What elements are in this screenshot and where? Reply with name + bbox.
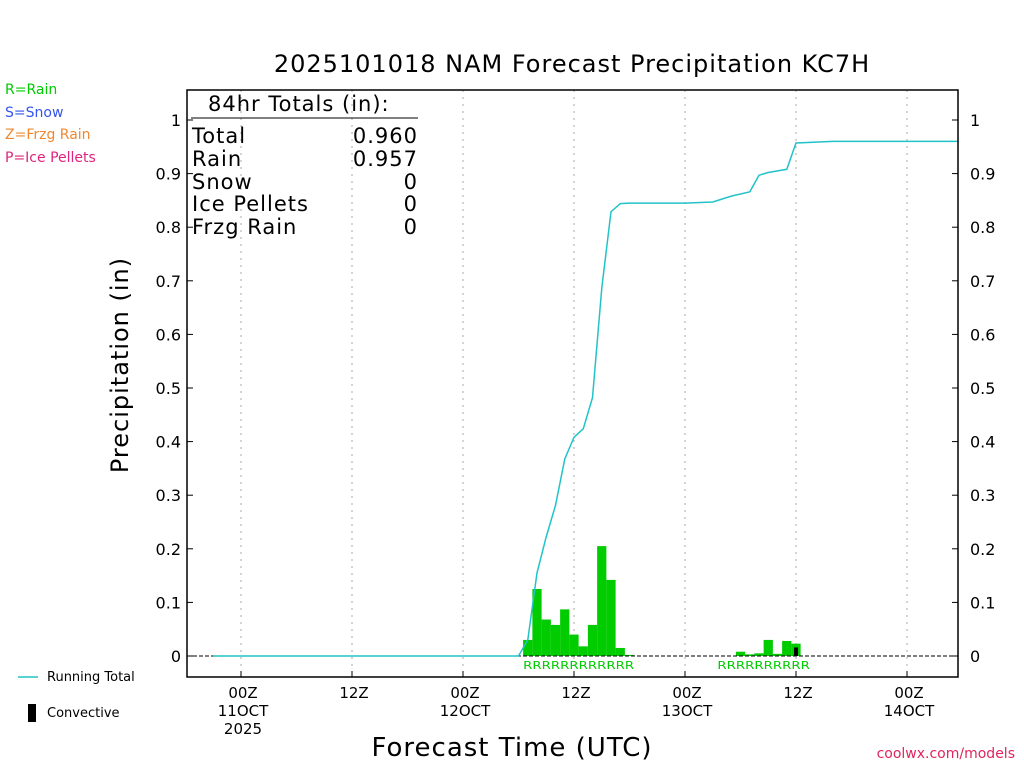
totals-value-total: 0.960 xyxy=(352,124,418,148)
convective-bars xyxy=(794,647,798,656)
y-tick-label-right: 0.2 xyxy=(970,540,995,559)
convective-swatch xyxy=(28,704,36,722)
y-tick-label-right: 0.8 xyxy=(970,218,995,237)
totals-label-snow: Snow xyxy=(192,170,253,194)
precip-type-markers: RRRRRRRRRRRR RRRRRRRRRR xyxy=(523,659,810,672)
rain-bar xyxy=(615,647,625,656)
y-tick-label-left: 0.7 xyxy=(156,272,181,291)
y-tick-label-right: 0.6 xyxy=(970,325,995,344)
x-tick-label: 12OCT xyxy=(440,702,491,720)
rain-bar xyxy=(560,609,570,656)
rain-bars xyxy=(523,546,801,656)
legend-running-total: Running Total xyxy=(47,670,135,685)
x-tick-label: 2025 xyxy=(224,720,262,738)
plot-frame xyxy=(186,89,959,678)
x-axis-label: Forecast Time (UTC) xyxy=(371,733,653,763)
y-tick-label-right: 0.5 xyxy=(970,379,995,398)
rain-bar xyxy=(763,639,773,656)
y-tick-label-right: 0.7 xyxy=(970,272,995,291)
y-tick-label-left: 0.6 xyxy=(156,325,181,344)
convective-bar xyxy=(794,647,798,656)
x-tick-label: 00Z xyxy=(450,684,479,702)
rain-bar xyxy=(597,546,607,656)
totals-value-ice-pellets: 0 xyxy=(403,192,418,216)
y-tick-label-left: 0.9 xyxy=(156,165,181,184)
y-tick-label-left: 0.8 xyxy=(156,218,181,237)
y-tick-label-right: 0.9 xyxy=(970,165,995,184)
x-tick-label: 12Z xyxy=(783,684,812,702)
rain-bar xyxy=(569,634,579,656)
rain-bar xyxy=(754,653,764,656)
x-tick-label: 12Z xyxy=(339,684,368,702)
rain-bar xyxy=(606,579,616,656)
rain-bar xyxy=(578,646,588,656)
y-tick-label-left: 0.5 xyxy=(156,379,181,398)
x-tick-label: 00Z xyxy=(228,684,257,702)
chart-title: 2025101018 NAM Forecast Precipitation KC… xyxy=(273,50,871,78)
rain-bar xyxy=(745,654,755,656)
x-tick-label: 12Z xyxy=(561,684,590,702)
rain-bar xyxy=(532,589,542,656)
y-tick-label-right: 0.4 xyxy=(970,433,995,452)
totals-value-snow: 0 xyxy=(403,170,418,194)
totals-value-rain: 0.957 xyxy=(352,147,418,171)
rain-bar xyxy=(735,651,746,656)
rain-bar xyxy=(772,653,783,656)
totals-value-frzg-rain: 0 xyxy=(403,215,418,239)
rain-bar xyxy=(624,654,635,656)
running-total-line xyxy=(213,140,958,657)
x-tick-label: 11OCT xyxy=(218,702,269,720)
rain-bar xyxy=(523,639,533,656)
legend-ice-pellets: P=Ice Pellets xyxy=(5,150,96,166)
y-tick-label-left: 0.4 xyxy=(156,433,181,452)
legend-convective: Convective xyxy=(47,706,120,721)
totals-label-rain: Rain xyxy=(192,147,243,171)
x-tick-label: 00Z xyxy=(894,684,923,702)
y-tick-label-right: 1 xyxy=(970,111,980,130)
rain-bar xyxy=(541,619,551,656)
rain-bar xyxy=(782,640,792,656)
x-tick-label: 14OCT xyxy=(884,702,935,720)
rain-bar xyxy=(550,624,561,656)
precip-type-label: RRRRRRRRRRRR xyxy=(523,659,634,672)
y-tick-label-right: 0.3 xyxy=(970,486,995,505)
rain-bar xyxy=(587,624,598,656)
y-tick-label-left: 0.2 xyxy=(156,540,181,559)
x-tick-label: 13OCT xyxy=(662,702,713,720)
y-tick-label-left: 0.3 xyxy=(156,486,181,505)
totals-label-ice-pellets: Ice Pellets xyxy=(192,192,309,216)
legend-snow: S=Snow xyxy=(5,105,64,121)
y-tick-label-right: 0 xyxy=(970,647,980,666)
y-tick-label-left: 1 xyxy=(171,111,181,130)
y-tick-label-right: 0.1 xyxy=(970,593,995,612)
y-tick-label-left: 0 xyxy=(171,647,181,666)
y-tick-label-left: 0.1 xyxy=(156,593,181,612)
totals-heading: 84hr Totals (in): xyxy=(208,92,390,116)
totals-label-total: Total xyxy=(192,124,247,148)
precip-type-label: RRRRRRRRRR xyxy=(717,659,810,672)
legend-frzg-rain: Z=Frzg Rain xyxy=(5,127,91,143)
y-axis-label: Precipitation (in) xyxy=(106,256,134,474)
x-tick-label: 00Z xyxy=(672,684,701,702)
totals-label-frzg-rain: Frzg Rain xyxy=(192,215,298,239)
y-axis-ticks: 0 00.1 0.10.2 0.20.3 0.30.4 0.40.5 0.50.6 0.60.… xyxy=(156,111,996,666)
legend-rain: R=Rain xyxy=(5,82,58,98)
site-credit: coolwx.com/models xyxy=(876,746,1015,762)
